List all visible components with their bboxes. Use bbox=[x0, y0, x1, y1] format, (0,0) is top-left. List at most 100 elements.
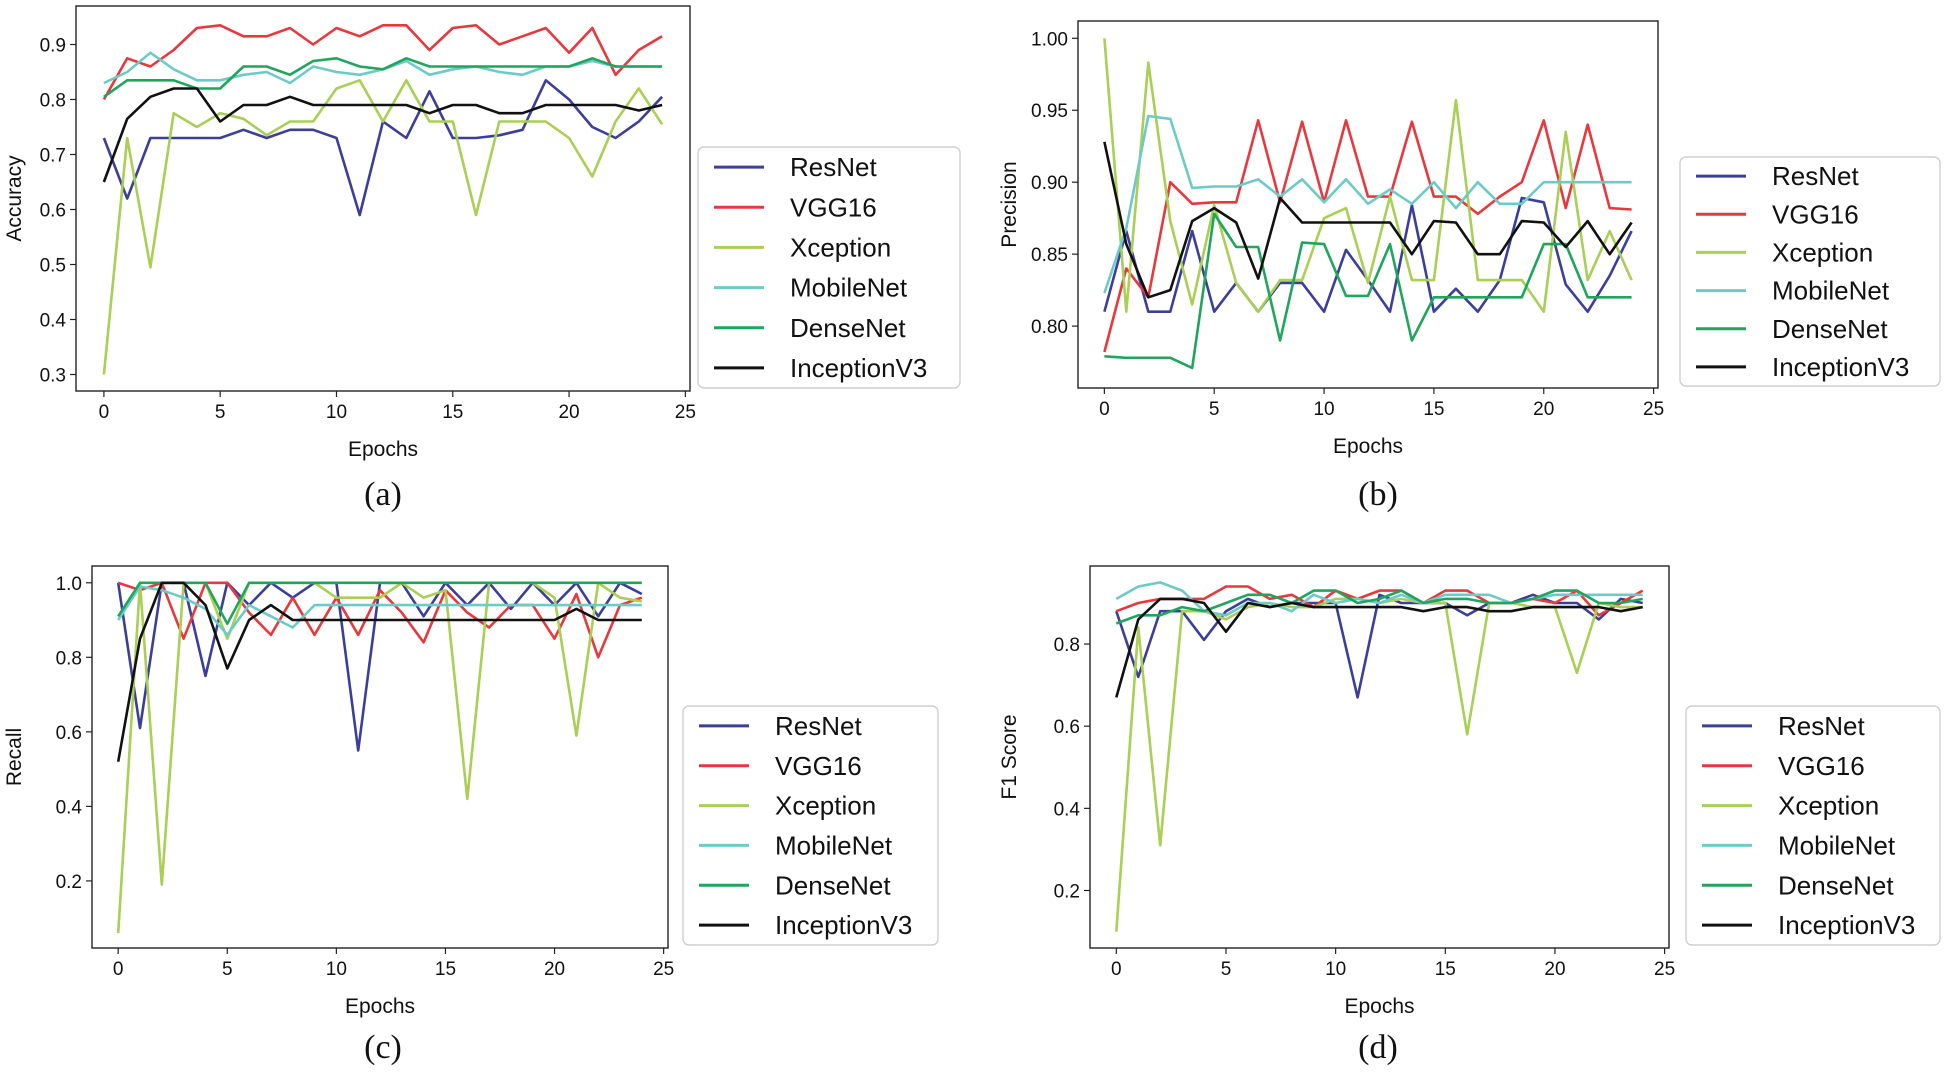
legend-label-resnet: ResNet bbox=[775, 711, 862, 741]
x-tick-label: 5 bbox=[1221, 959, 1232, 980]
y-axis-label: Precision bbox=[998, 161, 1021, 247]
legend-label-densenet: DenseNet bbox=[1778, 870, 1894, 900]
legend-label-mobilenet: MobileNet bbox=[1778, 830, 1896, 860]
legend-label-xception: Xception bbox=[775, 791, 876, 821]
x-tick-label: 0 bbox=[113, 959, 124, 980]
chart-panel-3: 0 5 10 15 20 25 0.2 0.4 0.6 0.8 1.0 Epochs Recall Res… bbox=[3, 565, 939, 1066]
y-axis-label: Accuracy bbox=[3, 155, 26, 242]
legend-label-inceptionv3: InceptionV3 bbox=[790, 353, 927, 383]
y-tick-label: 0.6 bbox=[40, 201, 66, 222]
x-tick-label: 25 bbox=[653, 959, 674, 980]
y-tick-label: 0.8 bbox=[40, 91, 66, 112]
x-axis-label: Epochs bbox=[345, 995, 415, 1018]
series-line-inceptionv3 bbox=[1115, 597, 1643, 698]
legend-label-mobilenet: MobileNet bbox=[775, 830, 893, 860]
x-tick-label: 15 bbox=[435, 959, 456, 980]
y-tick-label: 0.8 bbox=[56, 648, 82, 669]
x-axis-label: Epochs bbox=[1344, 995, 1414, 1018]
legend-label-xception: Xception bbox=[1772, 237, 1873, 267]
legend-label-vgg16: VGG16 bbox=[1778, 751, 1865, 781]
x-axis-label: Epochs bbox=[348, 438, 418, 461]
x-tick-label: 10 bbox=[326, 402, 347, 423]
y-tick-label: 0.8 bbox=[1054, 635, 1080, 656]
y-tick-label: 0.4 bbox=[40, 311, 67, 332]
legend-label-resnet: ResNet bbox=[1772, 161, 1859, 191]
x-tick-label: 5 bbox=[1209, 399, 1220, 420]
series-line-inceptionv3 bbox=[102, 87, 663, 183]
y-tick-label: 1.0 bbox=[56, 574, 82, 595]
series-line-densenet bbox=[117, 581, 642, 626]
legend-label-inceptionv3: InceptionV3 bbox=[1772, 352, 1909, 382]
series-line-mobilenet bbox=[103, 51, 663, 85]
series-line-densenet bbox=[1115, 589, 1643, 625]
y-tick-label: 0.6 bbox=[56, 723, 82, 744]
legend-label-densenet: DenseNet bbox=[775, 870, 891, 900]
x-tick-label: 0 bbox=[99, 402, 110, 423]
y-tick-label: 0.85 bbox=[1031, 245, 1068, 266]
legend-label-inceptionv3: InceptionV3 bbox=[775, 910, 912, 940]
legend-label-resnet: ResNet bbox=[1778, 711, 1865, 741]
chart-panel-2: 0 5 10 15 20 25 0.80 0.85 0.90 0.95 1.00 Epochs Prec… bbox=[998, 20, 1941, 513]
y-tick-label: 0.2 bbox=[56, 872, 82, 893]
series-line-xception bbox=[1103, 38, 1633, 314]
series-line-resnet bbox=[102, 79, 664, 217]
x-tick-label: 5 bbox=[222, 959, 233, 980]
x-tick-label: 10 bbox=[1313, 399, 1334, 420]
legend-label-densenet: DenseNet bbox=[790, 313, 906, 343]
legend-label-vgg16: VGG16 bbox=[790, 192, 877, 222]
series-line-vgg16 bbox=[102, 23, 663, 101]
chart-panel-4: 0 5 10 15 20 25 0.2 0.4 0.6 0.8 Epochs F1 Score ResN… bbox=[998, 565, 1941, 1066]
x-tick-label: 0 bbox=[1099, 399, 1110, 420]
x-tick-label: 10 bbox=[1325, 959, 1346, 980]
legend-label-xception: Xception bbox=[790, 232, 891, 262]
x-tick-label: 5 bbox=[215, 402, 226, 423]
legend-label-mobilenet: MobileNet bbox=[790, 273, 908, 303]
y-tick-label: 0.9 bbox=[40, 36, 66, 57]
series-line-xception bbox=[102, 79, 664, 375]
y-tick-label: 0.4 bbox=[1054, 799, 1081, 820]
panel-caption: (a) bbox=[364, 476, 402, 513]
y-axis-label: Recall bbox=[3, 728, 26, 786]
series-line-vgg16 bbox=[1103, 119, 1632, 353]
x-axis-label: Epochs bbox=[1333, 435, 1403, 458]
legend-label-vgg16: VGG16 bbox=[775, 751, 862, 781]
plot-frame bbox=[91, 565, 669, 949]
x-tick-label: 15 bbox=[1423, 399, 1444, 420]
series-line-xception bbox=[1115, 597, 1643, 932]
series-line-mobilenet bbox=[117, 585, 642, 637]
y-tick-label: 0.7 bbox=[40, 146, 66, 167]
x-tick-label: 15 bbox=[1435, 959, 1456, 980]
series-line-inceptionv3 bbox=[1103, 141, 1633, 299]
legend-label-inceptionv3: InceptionV3 bbox=[1778, 910, 1915, 940]
x-tick-label: 10 bbox=[326, 959, 347, 980]
legend-label-resnet: ResNet bbox=[790, 152, 877, 182]
x-tick-label: 20 bbox=[558, 402, 579, 423]
x-tick-label: 25 bbox=[675, 402, 696, 423]
x-tick-label: 25 bbox=[1643, 399, 1664, 420]
series-line-vgg16 bbox=[1115, 585, 1644, 617]
x-tick-label: 20 bbox=[1533, 399, 1554, 420]
x-tick-label: 25 bbox=[1654, 959, 1675, 980]
plot-frame bbox=[1077, 20, 1659, 389]
legend-box bbox=[697, 146, 961, 389]
x-tick-label: 20 bbox=[1544, 959, 1565, 980]
y-tick-label: 0.4 bbox=[56, 797, 83, 818]
y-tick-label: 0.90 bbox=[1031, 173, 1068, 194]
y-tick-label: 1.00 bbox=[1031, 29, 1068, 50]
series-line-mobilenet bbox=[1103, 114, 1632, 294]
series-line-densenet bbox=[1104, 212, 1632, 370]
legend-label-mobilenet: MobileNet bbox=[1772, 276, 1890, 306]
plot-frame bbox=[1089, 565, 1670, 949]
panel-caption: (c) bbox=[364, 1029, 402, 1066]
series-line-inceptionv3 bbox=[116, 581, 642, 762]
x-tick-label: 20 bbox=[544, 959, 565, 980]
y-axis-label: F1 Score bbox=[998, 714, 1021, 799]
y-tick-label: 0.80 bbox=[1031, 317, 1068, 338]
panel-caption: (d) bbox=[1358, 1029, 1398, 1066]
x-tick-label: 0 bbox=[1111, 959, 1122, 980]
chart-panel-1: 0 5 10 15 20 25 0.3 0.4 0.5 0.6 0.7 0.8 0.9 Epochs Acc… bbox=[3, 5, 961, 513]
panel-caption: (b) bbox=[1358, 476, 1398, 513]
legend-label-vgg16: VGG16 bbox=[1772, 199, 1859, 229]
y-tick-label: 0.3 bbox=[40, 366, 66, 387]
